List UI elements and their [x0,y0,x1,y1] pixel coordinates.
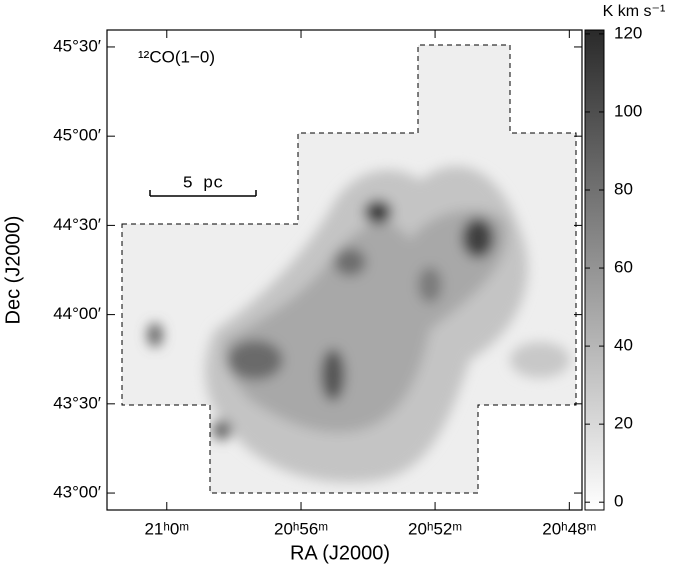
colorbar-label: K km s⁻¹ [603,3,666,20]
colorbar-tick-label: 40 [614,336,633,355]
colorbar-tick-label: 60 [614,258,633,277]
y-axis-label: Dec (J2000) [2,216,24,325]
x-tick-label: 20ʰ56ᵐ [274,519,328,538]
y-tick-label: 44°30′ [53,215,101,234]
scale-label: 5 pc [183,174,224,193]
x-axis-label: RA (J2000) [290,542,390,564]
x-tick-label: 20ʰ48ᵐ [542,519,596,538]
colorbar-tick-label: 100 [614,101,642,120]
x-tick-label: 21ʰ0ᵐ [144,519,189,538]
y-tick-label: 45°00′ [53,126,101,145]
colorbar-tick-label: 20 [614,414,633,433]
y-tick-label: 43°00′ [53,483,101,502]
y-tick-label: 45°30′ [53,36,101,55]
colorbar-tick-label: 120 [614,23,642,42]
intensity-map [122,45,576,493]
plot-frame [106,29,583,511]
survey-footprint [121,44,577,494]
colorbar-tick-label: 80 [614,179,633,198]
chart-title: ¹²CO(1−0) [138,47,215,66]
colorbar-tick-label: 0 [614,492,623,511]
y-tick-label: 43°30′ [53,393,101,412]
y-tick-label: 44°00′ [53,304,101,323]
x-tick-label: 20ʰ52ᵐ [408,519,462,538]
colorbar [584,29,605,511]
